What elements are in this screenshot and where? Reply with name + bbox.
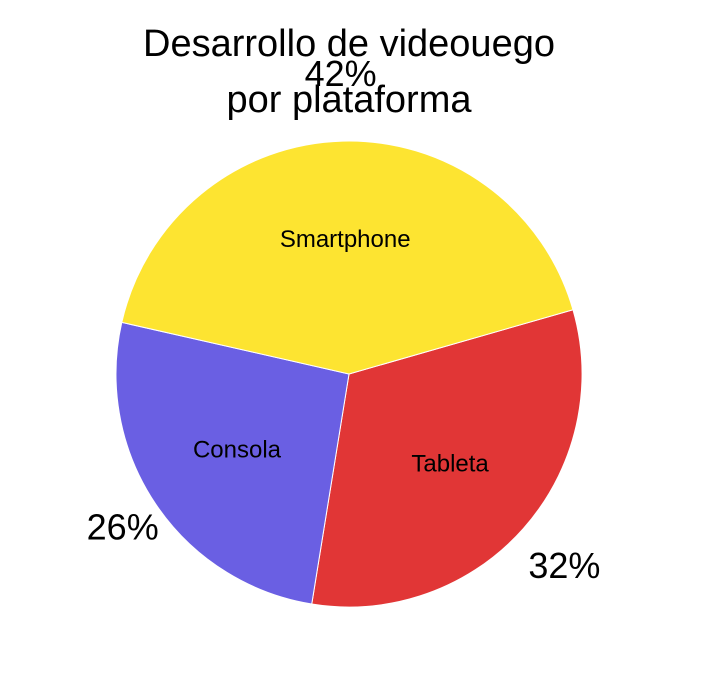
pie-labels: Tableta 32% Consola 26% Smartphone 42% [87, 53, 601, 586]
percent-label-smartphone: 42% [305, 53, 377, 94]
slice-label-consola: Consola [193, 437, 282, 464]
percent-label-tableta: 32% [528, 545, 600, 586]
slice-label-tableta: Tableta [411, 451, 489, 478]
pie-slice-smartphone [121, 140, 574, 375]
pie-slices [115, 140, 583, 608]
percent-label-consola: 26% [87, 507, 159, 548]
pie-slice-consola [115, 321, 350, 605]
chart-title-line-1: Desarrollo de videouego [143, 23, 555, 65]
chart-title-line-2: por plataforma [226, 79, 472, 121]
slice-label-smartphone: Smartphone [280, 226, 411, 253]
pie-slice-tableta [311, 309, 583, 608]
